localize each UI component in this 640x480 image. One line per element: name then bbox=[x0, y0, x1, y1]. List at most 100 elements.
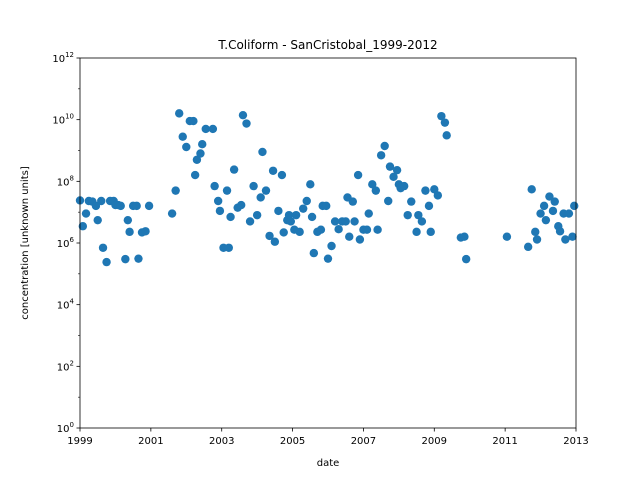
data-point bbox=[385, 162, 395, 171]
data-point bbox=[237, 200, 246, 210]
x-tick-label: 2011 bbox=[492, 436, 517, 447]
data-point bbox=[306, 180, 315, 189]
data-point bbox=[210, 181, 219, 191]
y-tick-label: 108 bbox=[57, 174, 74, 188]
data-point bbox=[182, 142, 191, 152]
data-point bbox=[561, 235, 570, 244]
ticks-layer: 1999 2001 2003 2005 2007 2009 2011 201310010210… bbox=[52, 51, 588, 447]
data-point bbox=[245, 217, 255, 226]
data-point bbox=[368, 180, 377, 189]
data-point bbox=[299, 204, 308, 213]
data-point bbox=[442, 131, 451, 140]
data-point bbox=[322, 201, 331, 211]
data-point bbox=[430, 185, 439, 194]
data-point bbox=[389, 172, 398, 182]
data-point bbox=[531, 227, 540, 237]
x-tick-label: 2007 bbox=[351, 436, 376, 447]
chart-title: T.Coliform - SanCristobal_1999-2012 bbox=[217, 38, 437, 52]
y-tick-label: 1012 bbox=[52, 51, 74, 65]
data-point bbox=[545, 192, 554, 201]
data-point bbox=[555, 227, 565, 236]
data-point bbox=[307, 212, 317, 222]
data-point bbox=[532, 235, 542, 244]
data-point bbox=[91, 201, 101, 211]
data-point bbox=[226, 212, 235, 222]
data-point bbox=[570, 201, 579, 211]
data-point bbox=[384, 196, 393, 206]
data-point bbox=[550, 197, 559, 206]
data-point bbox=[376, 151, 386, 160]
y-tick-label-exponent: 0 bbox=[70, 421, 74, 429]
data-point bbox=[302, 196, 311, 206]
x-tick-label: 2013 bbox=[563, 436, 588, 447]
y-tick-label-exponent: 2 bbox=[70, 359, 74, 367]
y-tick-label-exponent: 10 bbox=[65, 113, 74, 121]
y-tick-label-exponent: 12 bbox=[65, 51, 74, 59]
data-point bbox=[345, 232, 354, 241]
data-point bbox=[421, 186, 430, 195]
data-point bbox=[270, 237, 280, 246]
data-point bbox=[102, 257, 111, 267]
data-point bbox=[125, 227, 134, 237]
data-point bbox=[407, 197, 416, 206]
data-point bbox=[414, 210, 423, 220]
data-point bbox=[460, 232, 469, 241]
data-point bbox=[81, 209, 91, 218]
y-tick-label-base: 10 bbox=[57, 177, 70, 188]
data-point bbox=[412, 227, 421, 237]
data-point bbox=[268, 166, 278, 175]
y-tick-label-base: 10 bbox=[52, 54, 65, 65]
data-point bbox=[258, 147, 267, 157]
data-point bbox=[334, 225, 343, 234]
data-point bbox=[171, 186, 180, 195]
data-point bbox=[93, 215, 102, 225]
data-point bbox=[190, 170, 200, 180]
data-point bbox=[392, 165, 402, 175]
plot-frame bbox=[79, 57, 577, 429]
y-tick-label-base: 10 bbox=[57, 301, 70, 312]
y-tick-label-base: 10 bbox=[57, 424, 70, 435]
y-tick-label: 104 bbox=[57, 298, 75, 312]
x-tick-label: 1999 bbox=[67, 436, 92, 447]
data-point bbox=[178, 132, 187, 141]
data-point bbox=[175, 109, 184, 118]
data-point bbox=[121, 254, 130, 264]
y-tick-label: 100 bbox=[57, 421, 74, 435]
y-tick-label-exponent: 8 bbox=[70, 174, 74, 182]
data-point bbox=[309, 248, 319, 258]
data-point bbox=[208, 124, 218, 134]
data-point bbox=[238, 110, 248, 120]
data-point bbox=[527, 185, 536, 194]
data-point bbox=[536, 209, 545, 218]
data-point bbox=[213, 196, 223, 206]
data-point bbox=[196, 149, 205, 158]
data-point bbox=[116, 201, 125, 211]
x-tick-label: 2001 bbox=[138, 436, 163, 447]
points-layer bbox=[75, 109, 579, 267]
y-tick-label: 1010 bbox=[52, 113, 74, 127]
data-point bbox=[201, 124, 210, 134]
y-tick-label-exponent: 6 bbox=[70, 236, 75, 244]
data-point bbox=[348, 197, 357, 206]
y-tick-label-base: 10 bbox=[57, 239, 70, 250]
data-point bbox=[461, 254, 471, 264]
data-point bbox=[78, 222, 88, 231]
data-point bbox=[548, 206, 558, 216]
data-point bbox=[373, 225, 382, 234]
x-axis-label: date bbox=[317, 458, 340, 469]
data-point bbox=[399, 181, 409, 191]
data-point bbox=[316, 225, 326, 234]
data-point bbox=[256, 193, 265, 202]
data-point bbox=[189, 116, 198, 126]
data-point bbox=[215, 206, 225, 216]
data-point bbox=[541, 215, 551, 225]
data-point bbox=[198, 140, 207, 149]
y-tick-label-exponent: 4 bbox=[70, 298, 75, 306]
y-tick-label: 102 bbox=[57, 359, 74, 373]
data-point bbox=[437, 111, 446, 121]
data-point bbox=[330, 217, 340, 226]
data-point bbox=[249, 181, 258, 191]
data-point bbox=[362, 225, 372, 234]
data-point bbox=[355, 235, 365, 244]
